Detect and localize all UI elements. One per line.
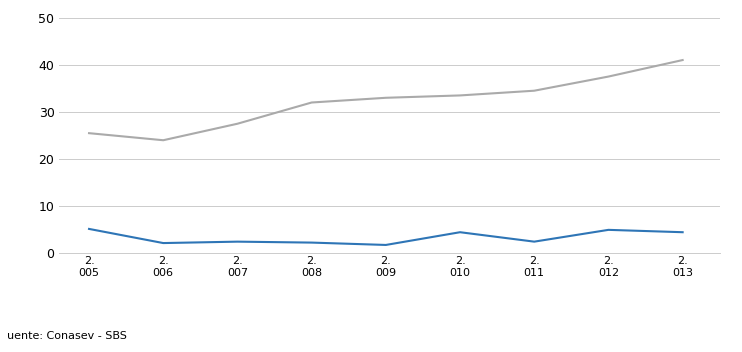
Text: uente: Conasev - SBS: uente: Conasev - SBS: [7, 332, 128, 341]
